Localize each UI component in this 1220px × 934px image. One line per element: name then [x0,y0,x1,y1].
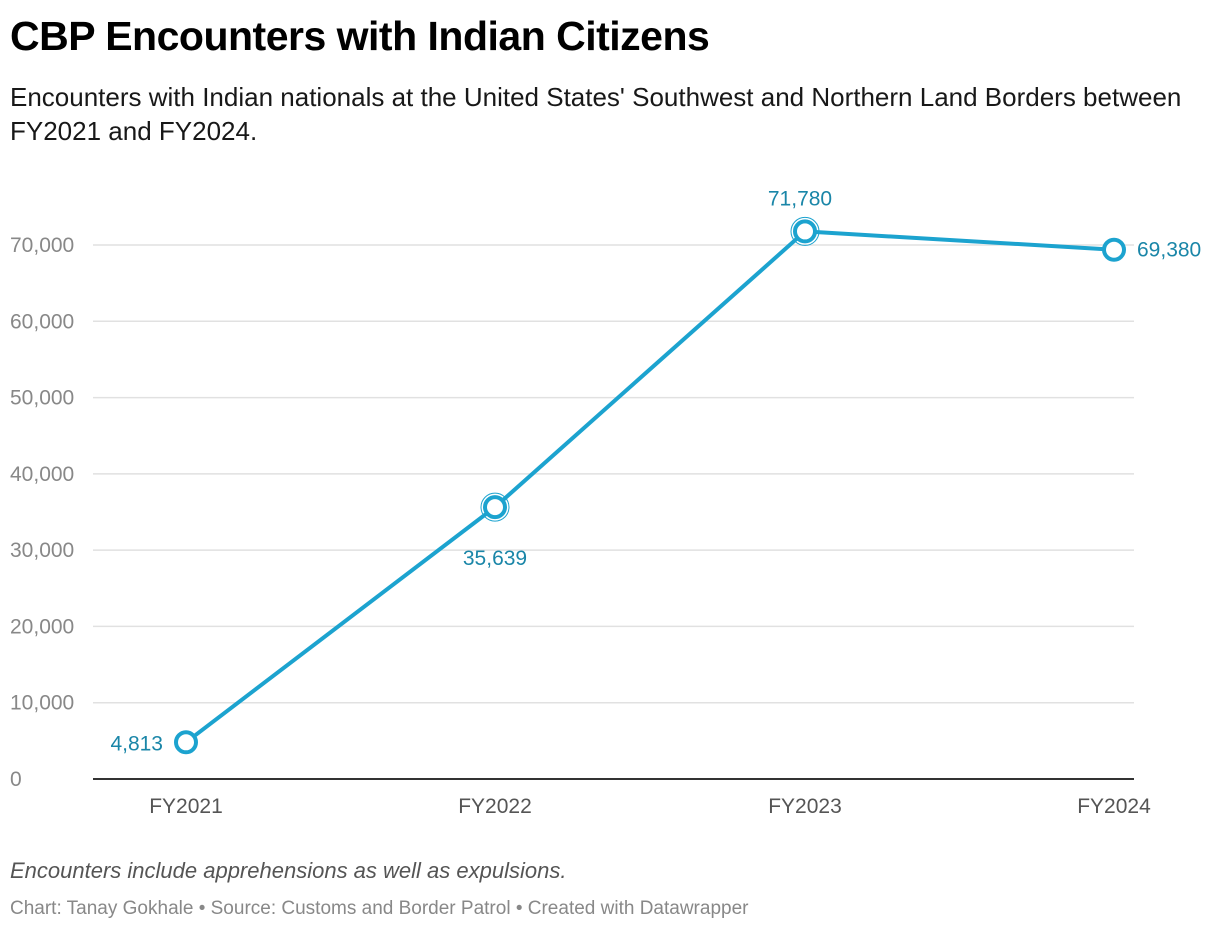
gridlines [93,244,1134,704]
chart-notes: Encounters include apprehensions as well… [10,858,567,883]
chart-credit: Chart: Tanay Gokhale • Source: Customs a… [10,898,749,919]
x-tick-label: FY2021 [149,795,223,818]
data-labels: 4,813 35,639 71,780 69,380 [110,187,1201,755]
x-tick-label: FY2022 [458,795,532,818]
chart-title: CBP Encounters with Indian Citizens [10,13,710,59]
data-points [174,216,1126,755]
data-point-highlight-ring [480,492,510,522]
y-tick-label: 50,000 [10,387,74,410]
x-axis-ticks: FY2021 FY2022 FY2023 FY2024 [149,795,1151,818]
y-tick-label: 20,000 [10,615,74,638]
y-tick-label: 60,000 [10,310,74,333]
y-tick-label: 10,000 [10,692,74,715]
y-tick-label: 40,000 [10,463,74,486]
x-tick-label: FY2023 [768,795,842,818]
data-point [483,495,507,520]
data-label: 69,380 [1137,239,1201,262]
data-label: 4,813 [110,732,163,755]
y-tick-label: 0 [10,768,22,791]
chart-description: Encounters with Indian nationals at the … [10,82,1182,146]
data-point-highlight-ring [790,216,820,246]
data-point [793,219,817,244]
data-label: 71,780 [768,187,832,210]
y-tick-label: 30,000 [10,539,74,562]
data-point [174,730,198,755]
y-tick-label: 70,000 [10,234,74,257]
x-tick-label: FY2024 [1077,795,1151,818]
series-line [184,229,1116,745]
data-label: 35,639 [463,547,527,570]
y-axis-ticks: 0 10,000 20,000 30,000 40,000 50,000 60,000 70,… [10,234,74,791]
data-point [1102,237,1126,262]
